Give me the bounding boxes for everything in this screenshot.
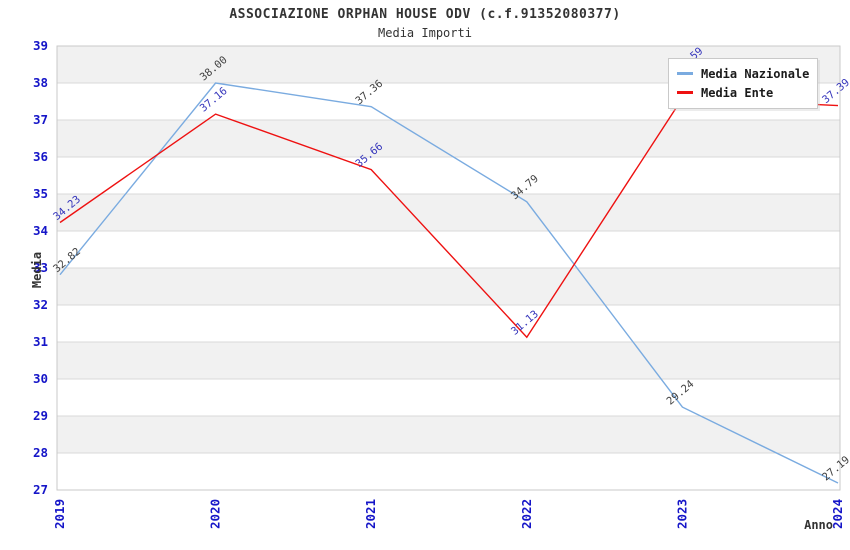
legend-label-nazionale: Media Nazionale [701,66,810,81]
y-tick-label: 37 [33,112,48,127]
x-tick-label: 2023 [674,499,689,529]
y-tick-label: 27 [33,482,48,497]
y-tick-label: 30 [33,371,48,386]
y-tick-label: 35 [33,186,48,201]
x-tick-label: 2019 [52,499,67,529]
y-tick-label: 29 [33,408,48,423]
chart-subtitle: Media Importi [378,26,472,40]
x-tick-label: 2024 [830,499,845,529]
legend-swatch-nazionale-icon [677,72,693,75]
legend-item-media-ente: Media Ente [677,83,809,102]
background-band [57,305,840,342]
x-axis-title: Anno [804,518,833,532]
y-tick-label: 38 [33,75,48,90]
background-band [57,231,840,268]
background-band [57,416,840,453]
y-tick-label: 33 [33,260,48,275]
x-tick-label: 2020 [208,499,223,529]
y-tick-label: 36 [33,149,48,164]
background-band [57,453,840,490]
legend-label-ente: Media Ente [701,85,774,100]
y-tick-label: 31 [33,334,48,349]
series-line-media-nazionale [59,82,839,484]
background-band [57,157,840,194]
background-band [57,268,840,305]
background-band [57,379,840,416]
y-tick-label: 32 [33,297,48,312]
background-band [57,342,840,379]
x-tick-label: 2021 [363,499,378,529]
legend-item-media-nazionale: Media Nazionale [677,64,809,83]
background-band [57,120,840,157]
y-tick-label: 39 [33,38,48,53]
x-tick-label: 2022 [519,499,534,529]
chart-title: ASSOCIAZIONE ORPHAN HOUSE ODV (c.f.91352… [229,7,621,22]
y-axis-title: Media [30,251,44,289]
y-tick-label: 34 [33,223,48,238]
background-band [57,194,840,231]
legend: Media Nazionale Media Ente [668,58,818,109]
y-tick-label: 28 [33,445,48,460]
legend-swatch-ente-icon [677,91,693,94]
plot-border [56,45,841,491]
